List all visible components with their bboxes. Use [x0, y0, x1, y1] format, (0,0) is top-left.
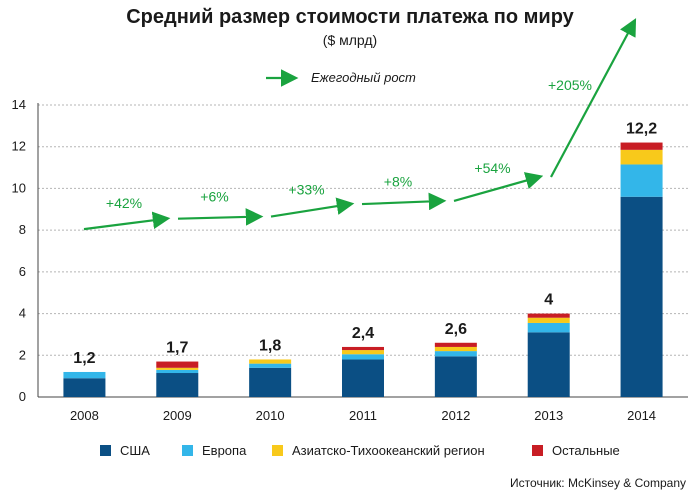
bar-segment	[527, 317, 570, 323]
bar-segment	[156, 361, 199, 368]
x-tick-label: 2014	[627, 408, 656, 423]
total-label: 12,2	[626, 121, 657, 138]
growth-arrow	[177, 208, 264, 226]
bar-segment	[342, 350, 384, 355]
legend-swatch-apac	[272, 445, 283, 456]
y-tick-label: 12	[12, 139, 26, 154]
growth-arrow	[453, 172, 544, 203]
bar-segment	[249, 367, 292, 397]
bar-segment	[527, 322, 570, 333]
y-tick-label: 2	[19, 347, 26, 362]
legend-swatch-europe	[182, 445, 193, 456]
bar-segment	[620, 196, 663, 397]
legend: США Европа Азиатско-Тихоокеанский регион…	[0, 443, 700, 463]
bar-segment	[342, 359, 384, 397]
bar-segment	[434, 351, 477, 357]
total-label: 1,2	[73, 350, 95, 367]
x-tick-label: 2008	[70, 408, 99, 423]
bar-segment	[342, 354, 384, 360]
bar-segment	[249, 363, 292, 368]
x-tick-label: 2013	[534, 408, 563, 423]
total-label: 1,8	[259, 337, 281, 354]
bar-segment	[156, 367, 199, 370]
legend-item-apac: Азиатско-Тихоокеанский регион	[272, 443, 485, 458]
growth-label: +54%	[474, 160, 510, 176]
bar-segment	[156, 369, 199, 374]
bar-segment	[249, 359, 292, 364]
y-tick-label: 6	[19, 264, 26, 279]
growth-arrow	[83, 211, 171, 231]
bar-segment	[156, 373, 199, 397]
growth-legend-label: Ежегодный рост	[311, 70, 416, 85]
legend-item-other: Остальные	[532, 443, 620, 458]
chart-subtitle: ($ млрд)	[322, 32, 378, 48]
legend-item-europe: Европа	[182, 443, 246, 458]
chart-title: Средний размер стоимости платежа по миру	[126, 6, 574, 28]
y-tick-label: 10	[12, 180, 26, 195]
bar-segment	[620, 142, 663, 150]
x-tick-label: 2011	[349, 408, 377, 423]
legend-label-usa: США	[120, 443, 150, 458]
source-note: Источник: McKinsey & Company	[510, 476, 686, 490]
x-tick-label: 2009	[163, 408, 192, 423]
y-tick-label: 0	[19, 389, 26, 404]
growth-arrow	[270, 197, 355, 218]
growth-arrow	[361, 192, 447, 211]
total-label: 1,7	[166, 340, 188, 357]
bar-segment	[620, 164, 663, 197]
total-label: 4	[544, 292, 553, 309]
bar-segment	[620, 149, 663, 165]
legend-item-usa: США	[100, 443, 150, 458]
total-label: 2,4	[352, 325, 374, 342]
growth-arrow	[550, 18, 637, 178]
total-label: 2,6	[445, 321, 467, 338]
growth-label: +33%	[288, 181, 324, 197]
growth-label: +205%	[548, 77, 592, 93]
bar-segment	[527, 313, 570, 318]
x-tick-label: 2010	[256, 408, 285, 423]
legend-swatch-usa	[100, 445, 111, 456]
y-tick-label: 8	[19, 222, 26, 237]
x-tick-label: 2012	[441, 408, 470, 423]
legend-label-apac: Азиатско-Тихоокеанский регион	[292, 443, 485, 458]
y-tick-label: 14	[12, 97, 26, 112]
growth-label: +8%	[384, 174, 412, 190]
legend-label-europe: Европа	[202, 443, 247, 458]
legend-label-other: Остальные	[552, 443, 620, 458]
bar-segment	[527, 332, 570, 397]
bar-segment	[434, 346, 477, 352]
stacked-bar-chart: 0 2 4 6 8 10 12 14 2008 1,2 2009 1,7 2010 1,8 2011 2,4 2…	[12, 18, 688, 423]
growth-label: +42%	[106, 195, 142, 211]
bar-segment	[434, 356, 477, 397]
bar-segment	[342, 346, 384, 351]
growth-label: +6%	[200, 189, 228, 205]
bar-segment	[63, 378, 106, 397]
bar-segment	[434, 342, 477, 347]
legend-swatch-other	[532, 445, 543, 456]
y-tick-label: 4	[19, 306, 26, 321]
bar-segment	[63, 371, 106, 379]
